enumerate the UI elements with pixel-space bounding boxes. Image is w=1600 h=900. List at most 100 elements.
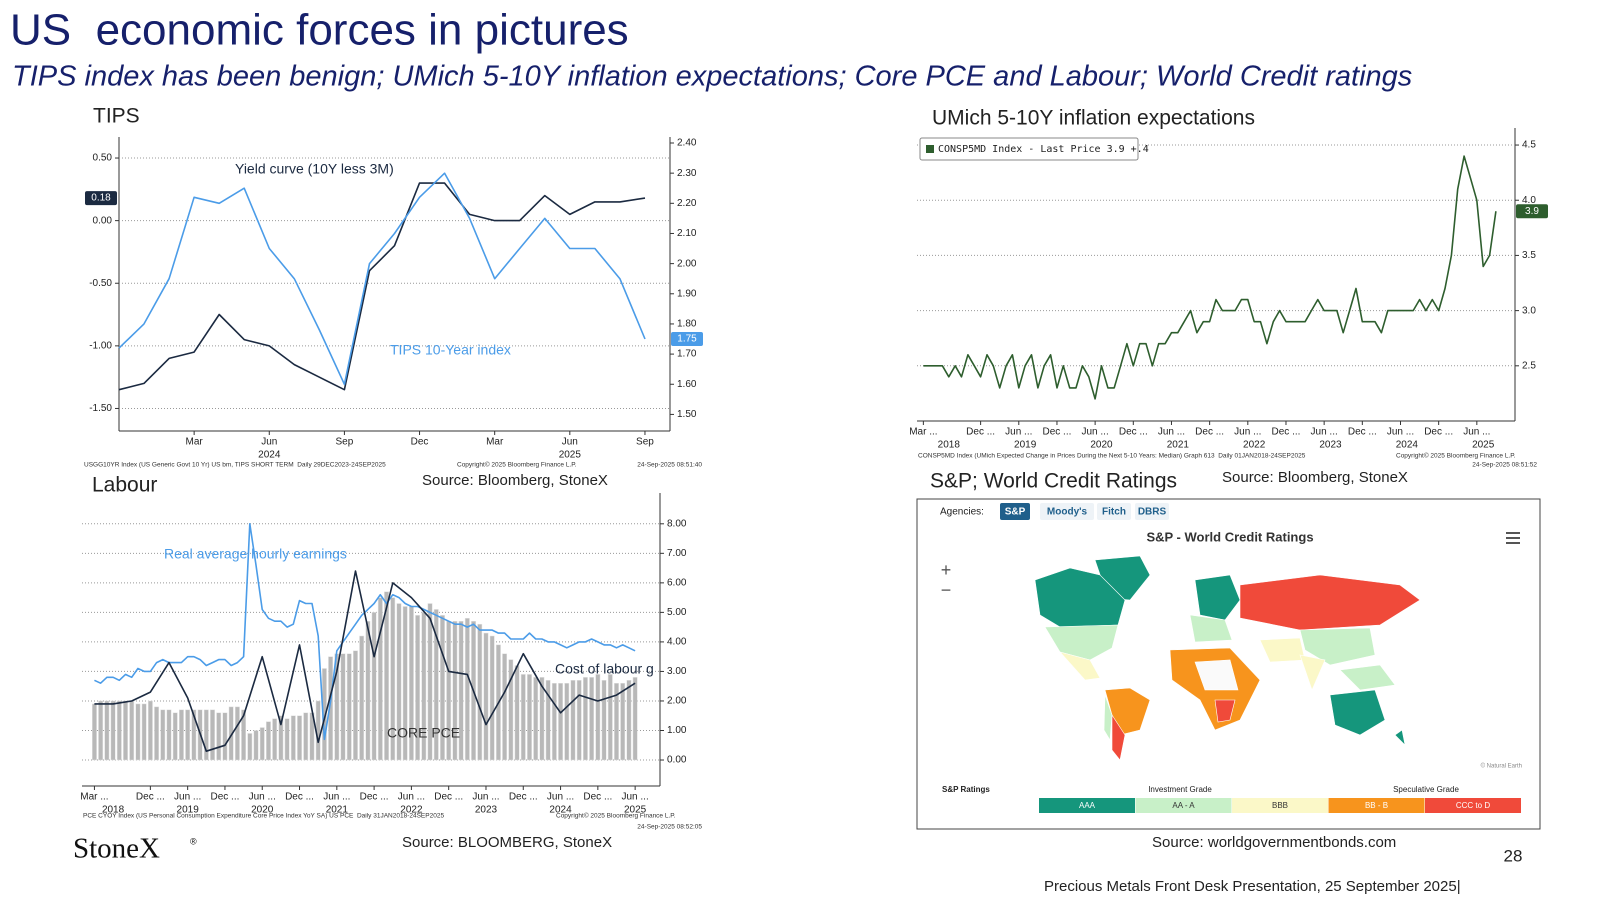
bar <box>278 715 284 761</box>
bar <box>116 700 122 761</box>
bar <box>141 703 147 761</box>
legend-swatch <box>1135 798 1232 813</box>
bar <box>129 700 135 761</box>
bar <box>520 674 526 761</box>
line <box>118 182 646 391</box>
y-tick-label: 4.0 <box>1522 195 1536 206</box>
agency-tab[interactable] <box>1097 503 1131 520</box>
x-tick-label: Sep <box>336 437 354 448</box>
x-tick-label: Jun ... <box>472 792 499 803</box>
chart: TIPS Source: Bloomberg, StoneX -1.50 -1.00 -… <box>84 105 703 489</box>
x-year-label: 2024 <box>258 450 281 461</box>
last-value-label: 0.18 <box>91 193 111 204</box>
x-tick-label: Jun ... <box>1082 427 1109 438</box>
bar <box>340 653 346 761</box>
bar <box>396 603 402 761</box>
bar <box>266 721 271 761</box>
x-year-label: 2023 <box>1319 440 1342 451</box>
x-tick-label: Jun ... <box>1387 427 1414 438</box>
bar <box>210 709 215 761</box>
x-tick-label: Mar <box>486 437 504 448</box>
x-tick-label: Jun ... <box>1311 427 1338 438</box>
bar <box>533 677 539 761</box>
last-value-badge <box>1516 204 1548 219</box>
x-tick-label: Sep <box>636 437 654 448</box>
y-tick-label: 2.00 <box>667 696 687 707</box>
footnote: CONSP5MD Index (UMich Expected Change in… <box>918 453 1306 460</box>
bar <box>98 700 104 761</box>
y-tick-label: 0.00 <box>667 755 687 766</box>
x-year-label: 2018 <box>102 805 125 816</box>
bar <box>241 709 247 761</box>
map-attribution: © Natural Earth <box>1481 763 1522 770</box>
series-label: CORE PCE <box>387 725 460 741</box>
agency-tab[interactable] <box>1135 503 1169 520</box>
footnote: 24-Sep-2025 08:51:40 <box>637 462 702 469</box>
bar <box>502 653 508 761</box>
y-tick-label: 3.0 <box>1522 305 1536 316</box>
y2-tick-label: 2.40 <box>677 138 697 149</box>
bar <box>415 615 421 761</box>
x-tick-label: Jun <box>261 437 277 448</box>
y-tick-label: 6.00 <box>667 577 687 588</box>
legend-group: Investment Grade <box>1148 785 1212 794</box>
x-tick-label: Dec ... <box>285 792 314 803</box>
series-label: Yield curve (10Y less 3M) <box>235 161 394 177</box>
bar <box>216 712 222 761</box>
x-tick-label: Dec <box>411 437 429 448</box>
series-label: TIPS 10-Year index <box>390 342 511 358</box>
bar <box>564 682 570 761</box>
x-year-label: 2021 <box>1167 440 1190 451</box>
line <box>118 172 646 386</box>
country <box>1194 659 1239 691</box>
agency-tab[interactable] <box>1000 503 1030 520</box>
bar <box>558 682 563 761</box>
y-tick-label: 1.00 <box>667 725 687 736</box>
zoom-button[interactable]: − <box>941 580 952 600</box>
bar <box>172 712 178 761</box>
x-year-label: 2024 <box>549 805 572 816</box>
bar <box>234 706 240 761</box>
bar <box>570 680 576 761</box>
bar <box>632 677 638 761</box>
menu-icon[interactable] <box>1506 532 1520 544</box>
agency-tab-label[interactable]: DBRS <box>1138 507 1167 518</box>
x-year-label: 2020 <box>1090 440 1113 451</box>
zoom-button[interactable]: + <box>941 560 952 580</box>
bar <box>247 733 253 761</box>
y-tick-label: -1.00 <box>89 340 112 351</box>
x-year-label: 2022 <box>1243 440 1266 451</box>
y-tick-label: 0.50 <box>93 153 113 164</box>
x-tick-label: Dec ... <box>966 427 995 438</box>
slide-title: US economic forces in pictures <box>10 6 629 55</box>
country <box>1329 689 1386 736</box>
footnote: 24-Sep-2025 08:51:52 <box>1472 462 1537 469</box>
last-value-label: 1.75 <box>677 334 697 345</box>
bar <box>551 682 557 761</box>
agency-tab-label[interactable]: Moody's <box>1047 507 1088 518</box>
y2-tick-label: 2.20 <box>677 198 697 209</box>
country <box>1239 574 1421 631</box>
logo-mark: ® <box>190 836 197 846</box>
chart: Labour Source: BLOOMBERG, StoneX 0.00 1.00 2… <box>80 474 702 851</box>
x-year-label: 2023 <box>475 805 498 816</box>
agency-tab-label[interactable]: S&P <box>1005 507 1026 518</box>
x-year-label: 2022 <box>400 805 423 816</box>
bar <box>110 700 116 761</box>
agency-tab-label[interactable]: Fitch <box>1102 507 1126 518</box>
agency-tab[interactable] <box>1040 503 1094 520</box>
chart-title: UMich 5-10Y inflation expectations <box>932 107 1255 130</box>
bar <box>147 700 153 761</box>
bar <box>614 682 619 761</box>
bar <box>259 727 265 761</box>
y2-tick-label: 2.30 <box>677 168 697 179</box>
x-tick-label: Jun ... <box>323 792 350 803</box>
bar <box>359 635 365 761</box>
bar <box>135 703 141 761</box>
source: Source: Bloomberg, StoneX <box>422 472 608 489</box>
x-tick-label: Jun ... <box>1158 427 1185 438</box>
bar <box>539 677 545 761</box>
y-tick-label: 8.00 <box>667 518 687 529</box>
last-value-label: 3.9 <box>1525 206 1539 217</box>
